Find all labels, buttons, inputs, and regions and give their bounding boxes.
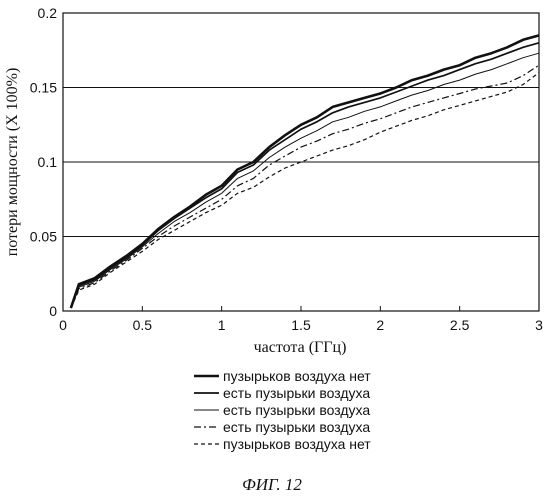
- legend-label-3: есть пузырьки воздуха: [223, 402, 370, 418]
- x-axis-label: частота (ГГц): [254, 339, 347, 356]
- x-tick-label-2: 1: [218, 317, 226, 333]
- legend-label-4: есть пузырьки воздуха: [223, 419, 370, 435]
- legend: пузырьков воздуха нетесть пузырьки возду…: [194, 368, 371, 452]
- series-line-4: [71, 65, 539, 308]
- series-line-2: [71, 43, 539, 308]
- x-axis-ticks: 0 0.5 1 1.5 2 2.5 3: [59, 306, 543, 333]
- legend-label-2: есть пузырьки воздуха: [223, 385, 370, 401]
- x-tick-label-5: 2.5: [450, 317, 470, 333]
- series-line-5: [71, 73, 539, 308]
- y-axis-ticks: 0 0.05 0.1 0.15 0.2: [30, 5, 68, 319]
- y-tick-label-1: 0.05: [30, 229, 57, 245]
- figure-caption: ФИГ. 12: [242, 475, 302, 494]
- y-tick-label-0: 0: [49, 303, 57, 319]
- x-tick-label-4: 2: [376, 317, 384, 333]
- y-tick-label-2: 0.1: [38, 154, 58, 170]
- x-tick-label-1: 0.5: [133, 317, 153, 333]
- series-lines: [71, 35, 539, 308]
- x-tick-label-0: 0: [59, 317, 67, 333]
- legend-label-5: пузырьков воздуха нет: [223, 436, 371, 452]
- y-tick-label-4: 0.2: [38, 5, 58, 21]
- series-line-3: [71, 53, 539, 308]
- legend-label-1: пузырьков воздуха нет: [223, 368, 371, 384]
- x-tick-label-3: 1.5: [291, 317, 311, 333]
- grid-lines: [63, 88, 539, 237]
- y-tick-label-3: 0.15: [30, 80, 57, 96]
- x-tick-label-6: 3: [535, 317, 543, 333]
- y-axis-label: потери мощности (X 100%): [4, 68, 21, 257]
